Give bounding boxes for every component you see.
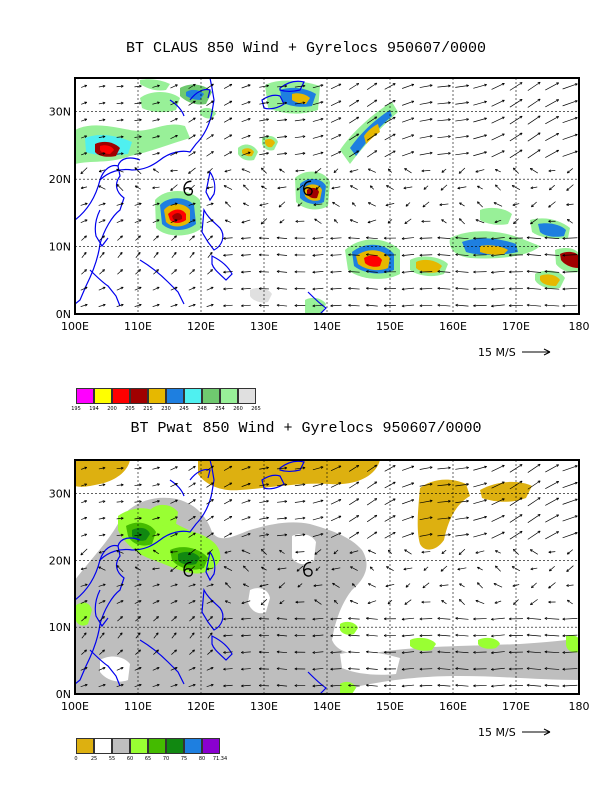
colorbar-swatch — [220, 388, 238, 404]
y-tick-label: 20N — [49, 554, 71, 567]
x-tick-label: 140E — [313, 320, 341, 333]
colorbar-label: 195 — [71, 406, 81, 412]
x-tick-label: 110E — [124, 320, 152, 333]
pwat-colorbar: 0 25 55 60 65 70 75 80 71.34 — [74, 738, 227, 764]
colorbar-label: 71.34 — [212, 756, 228, 762]
x-tick-label: 100E — [61, 320, 89, 333]
axis-ticks: 100E 110E 120E 130E 140E 150E 160E 170E 180 0N 10N… — [49, 106, 590, 333]
y-tick-label: 20N — [49, 173, 71, 186]
colorbar-swatch — [166, 388, 184, 404]
colorbar-label: 265 — [251, 406, 261, 412]
x-tick-label: 110E — [124, 700, 152, 713]
x-tick-label: 130E — [250, 320, 278, 333]
colorbar-label: 65 — [144, 756, 152, 762]
colorbar-swatch — [76, 738, 94, 754]
gyre-markers — [183, 180, 313, 196]
y-tick-label: 30N — [49, 106, 71, 119]
vector-scale-arrow — [522, 728, 551, 736]
x-tick-label: 170E — [502, 320, 530, 333]
colorbar-swatch — [130, 388, 148, 404]
colorbar-label: 254 — [215, 406, 225, 412]
colorbar-label: 194 — [89, 406, 99, 412]
colorbar-swatch — [202, 738, 220, 754]
colorbar-swatch — [166, 738, 184, 754]
wind-vectors — [80, 81, 578, 308]
pwat-wind-map: 100E 110E 120E 130E 140E 150E 160E 170E 180 0N 10N… — [49, 459, 590, 739]
colorbar-swatch — [94, 388, 112, 404]
gyre-symbol — [303, 561, 313, 577]
vector-scale-label: 15 M/S — [478, 346, 516, 359]
colorbar-label: 245 — [179, 406, 189, 412]
gyre-markers — [183, 561, 313, 577]
colorbar-swatch — [202, 388, 220, 404]
axis-ticks: 100E 110E 120E 130E 140E 150E 160E 170E 180 0N 10N… — [49, 487, 590, 713]
map-title-claus: BT CLAUS 850 Wind + Gyrelocs 950607/0000 — [125, 40, 487, 57]
colorbar-swatch — [148, 738, 166, 754]
x-tick-label: 120E — [187, 700, 215, 713]
y-tick-label: 10N — [49, 241, 71, 254]
colorbar-label: 215 — [143, 406, 153, 412]
x-tick-label: 160E — [439, 320, 467, 333]
colorbar-label: 230 — [161, 406, 171, 412]
x-tick-label: 150E — [376, 700, 404, 713]
x-tick-label: 180 — [569, 700, 590, 713]
colorbar-swatch — [94, 738, 112, 754]
colorbar-swatch — [130, 738, 148, 754]
gyre-symbol — [183, 561, 194, 577]
claus-colorbar: 195 194 200 205 215 230 245 248 254 260 265 — [71, 388, 261, 414]
colorbar-swatch — [184, 388, 202, 404]
colorbar-swatch — [184, 738, 202, 754]
vector-scale-label: 15 M/S — [478, 726, 516, 739]
colorbar-swatch — [112, 388, 130, 404]
colorbar-label: 260 — [233, 406, 243, 412]
y-tick-label: 30N — [49, 487, 71, 500]
colorbar-swatch — [148, 388, 166, 404]
colorbar-label: 80 — [198, 756, 206, 762]
x-tick-label: 140E — [313, 700, 341, 713]
colorbar-label: 0 — [74, 756, 78, 762]
colorbar-swatch — [238, 388, 256, 404]
map-title-pwat: BT Pwat 850 Wind + Gyrelocs 950607/0000 — [130, 420, 482, 437]
map-grid — [75, 460, 579, 694]
vector-scale-arrow — [522, 348, 551, 356]
map-frame — [74, 459, 580, 695]
x-tick-label: 160E — [439, 700, 467, 713]
gyre-symbol — [183, 180, 194, 196]
x-tick-label: 180 — [569, 320, 590, 333]
y-tick-label: 0N — [56, 308, 71, 321]
gyre-symbol — [303, 180, 313, 196]
x-tick-label: 150E — [376, 320, 404, 333]
x-tick-label: 130E — [250, 700, 278, 713]
colorbar-label: 248 — [197, 406, 207, 412]
coastlines — [75, 78, 327, 314]
colorbar-label: 25 — [90, 756, 98, 762]
claus-wind-map: 100E 110E 120E 130E 140E 150E 160E 170E 180 0N 10N… — [49, 77, 590, 359]
y-tick-label: 10N — [49, 621, 71, 634]
colorbar-swatch — [76, 388, 94, 404]
colorbar-label: 60 — [126, 756, 134, 762]
colorbar-label: 55 — [108, 756, 116, 762]
colorbar-label: 75 — [180, 756, 188, 762]
wind-vectors — [80, 463, 578, 688]
map-frame — [74, 77, 580, 315]
colorbar-label: 205 — [125, 406, 135, 412]
map-grid — [75, 78, 579, 314]
x-tick-label: 170E — [502, 700, 530, 713]
colorbar-swatch — [112, 738, 130, 754]
colorbar-label: 200 — [107, 406, 117, 412]
y-tick-label: 0N — [56, 688, 71, 701]
colorbar-label: 70 — [162, 756, 170, 762]
x-tick-label: 120E — [187, 320, 215, 333]
x-tick-label: 100E — [61, 700, 89, 713]
